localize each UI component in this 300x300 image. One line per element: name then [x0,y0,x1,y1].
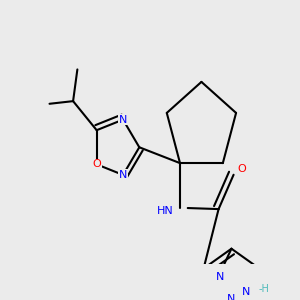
Text: O: O [237,164,246,175]
Text: N: N [227,294,236,300]
Text: N: N [216,272,225,282]
Text: O: O [92,159,101,170]
Text: N: N [242,287,250,297]
Text: N: N [119,115,127,124]
Text: N: N [119,170,127,180]
Text: -H: -H [259,284,270,294]
Text: HN: HN [157,206,174,216]
